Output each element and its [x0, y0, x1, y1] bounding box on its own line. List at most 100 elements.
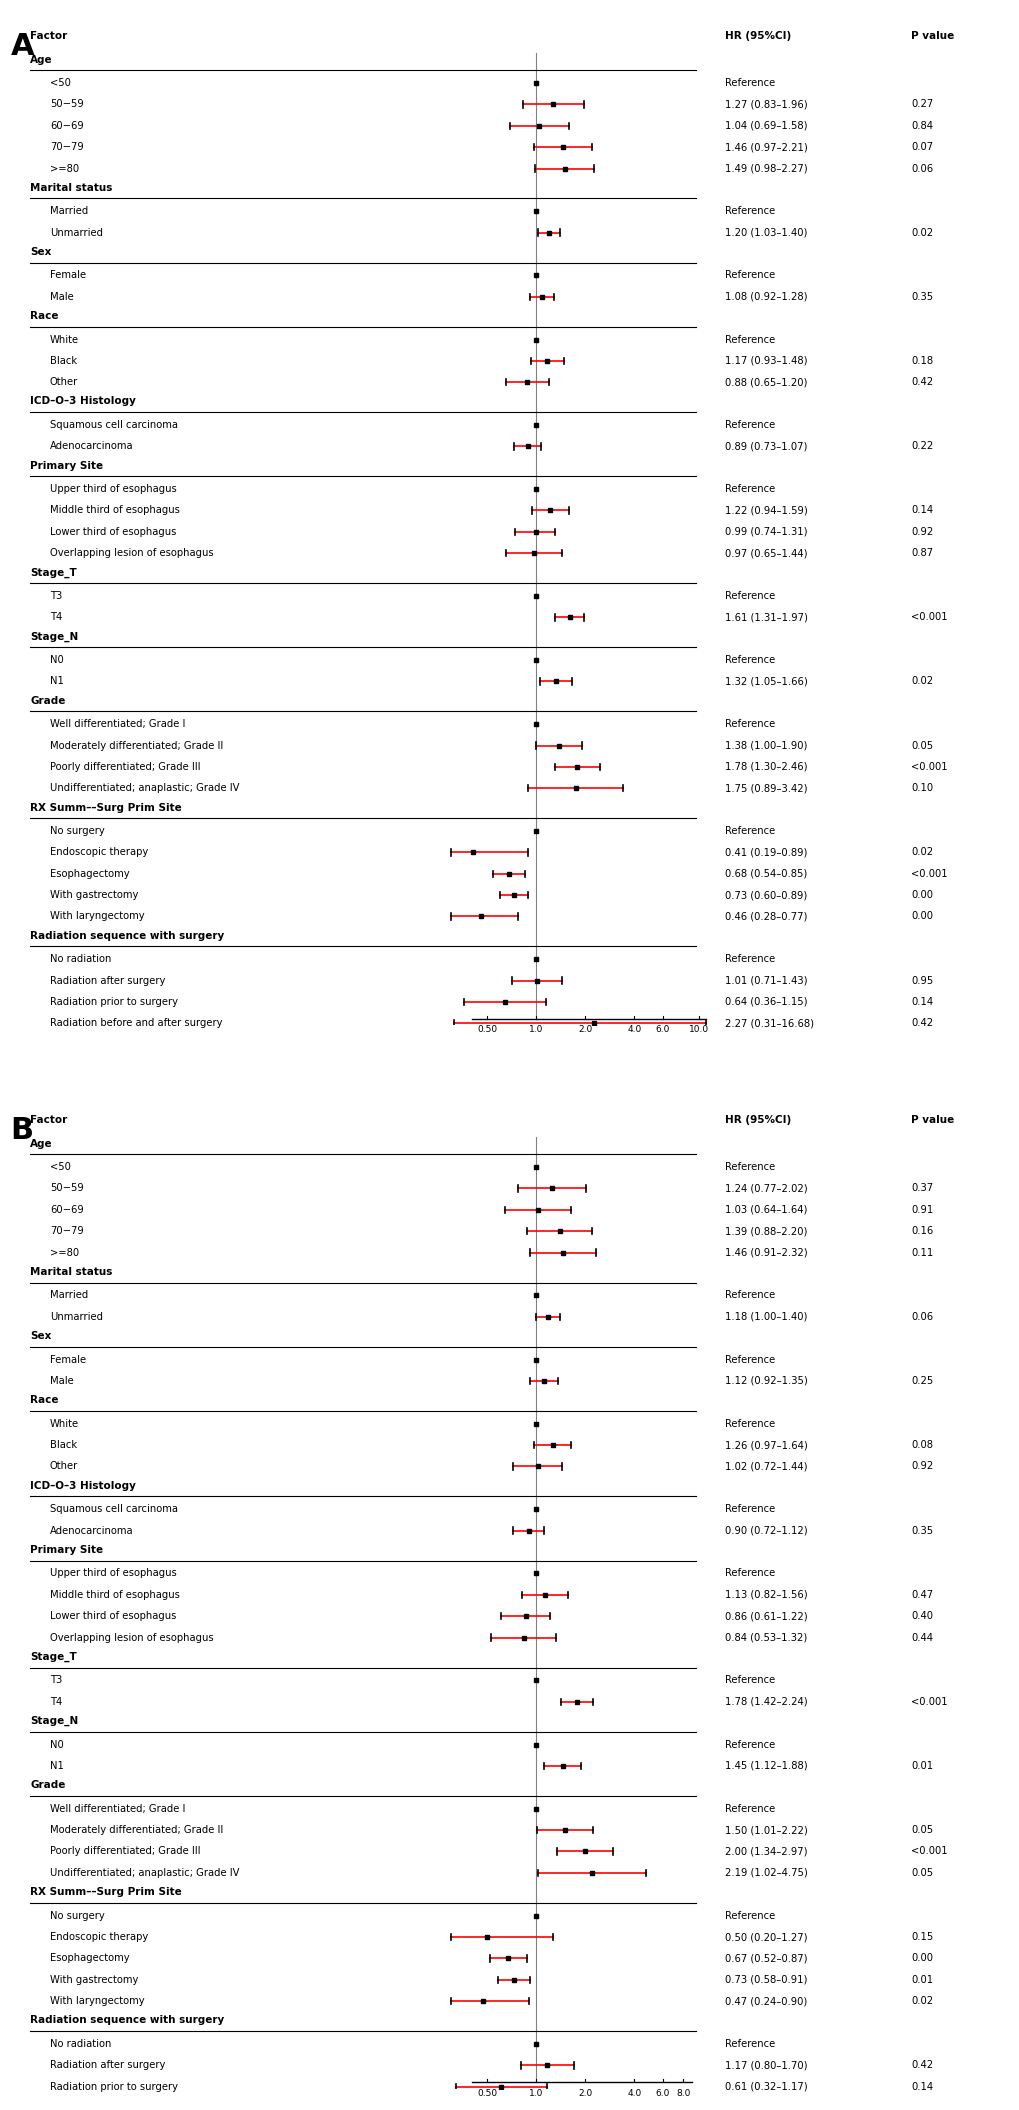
Text: 0.01: 0.01 [911, 1762, 932, 1770]
Text: Factor: Factor [31, 1114, 67, 1125]
Text: RX Summ––Surg Prim Site: RX Summ––Surg Prim Site [31, 802, 181, 812]
Text: P value: P value [911, 32, 954, 40]
Text: Radiation after surgery: Radiation after surgery [50, 2059, 165, 2070]
Text: Endoscopic therapy: Endoscopic therapy [50, 1933, 148, 1941]
Text: 70−79: 70−79 [50, 141, 84, 152]
Text: Middle third of esophagus: Middle third of esophagus [50, 506, 179, 515]
Text: <0.001: <0.001 [911, 1846, 948, 1857]
Text: 1.12 (0.92–1.35): 1.12 (0.92–1.35) [725, 1376, 807, 1386]
Text: 1.20 (1.03–1.40): 1.20 (1.03–1.40) [725, 228, 807, 238]
Text: 1.61 (1.31–1.97): 1.61 (1.31–1.97) [725, 612, 807, 622]
Text: 1.17 (0.80–1.70): 1.17 (0.80–1.70) [725, 2059, 807, 2070]
Text: 0.16: 0.16 [911, 1226, 932, 1236]
Text: 1.46 (0.91–2.32): 1.46 (0.91–2.32) [725, 1247, 807, 1258]
Text: 0.00: 0.00 [911, 1954, 932, 1964]
Text: Black: Black [50, 1441, 76, 1450]
Text: Lower third of esophagus: Lower third of esophagus [50, 528, 176, 536]
Text: 1.0: 1.0 [529, 2089, 543, 2097]
Text: Radiation sequence with surgery: Radiation sequence with surgery [31, 931, 224, 941]
Text: Married: Married [50, 207, 88, 217]
Text: 2.27 (0.31–16.68): 2.27 (0.31–16.68) [725, 1019, 813, 1028]
Text: Age: Age [31, 1139, 53, 1148]
Text: 1.38 (1.00–1.90): 1.38 (1.00–1.90) [725, 741, 807, 751]
Text: 0.61 (0.32–1.17): 0.61 (0.32–1.17) [725, 2083, 807, 2091]
Text: 60−69: 60−69 [50, 1205, 84, 1215]
Text: 0.05: 0.05 [911, 1867, 932, 1878]
Text: >=80: >=80 [50, 1247, 78, 1258]
Text: 0.02: 0.02 [911, 677, 932, 686]
Text: T4: T4 [50, 612, 62, 622]
Text: 1.78 (1.30–2.46): 1.78 (1.30–2.46) [725, 762, 807, 772]
Text: 70−79: 70−79 [50, 1226, 84, 1236]
Text: 0.86 (0.61–1.22): 0.86 (0.61–1.22) [725, 1612, 807, 1620]
Text: HR (95%CI): HR (95%CI) [725, 32, 791, 40]
Text: 0.00: 0.00 [911, 912, 932, 922]
Text: 4.0: 4.0 [627, 1025, 641, 1034]
Text: Unmarried: Unmarried [50, 1312, 103, 1321]
Text: No surgery: No surgery [50, 1912, 104, 1920]
Text: T3: T3 [50, 1675, 62, 1686]
Text: T3: T3 [50, 591, 62, 601]
Text: Adenocarcinoma: Adenocarcinoma [50, 1526, 133, 1536]
Text: No radiation: No radiation [50, 2038, 111, 2049]
Text: White: White [50, 1418, 78, 1428]
Text: Race: Race [31, 1395, 59, 1405]
Text: 1.50 (1.01–2.22): 1.50 (1.01–2.22) [725, 1825, 807, 1836]
Text: 1.17 (0.93–1.48): 1.17 (0.93–1.48) [725, 357, 807, 365]
Text: 1.45 (1.12–1.88): 1.45 (1.12–1.88) [725, 1762, 807, 1770]
Text: N1: N1 [50, 1762, 63, 1770]
Text: 0.06: 0.06 [911, 1312, 932, 1321]
Text: Age: Age [31, 55, 53, 65]
Text: Sex: Sex [31, 1331, 52, 1342]
Text: 0.27: 0.27 [911, 99, 932, 110]
Text: 2.0: 2.0 [578, 1025, 592, 1034]
Text: Upper third of esophagus: Upper third of esophagus [50, 483, 176, 494]
Text: Reference: Reference [725, 78, 774, 89]
Text: 0.14: 0.14 [911, 998, 932, 1006]
Text: 0.02: 0.02 [911, 848, 932, 857]
Text: 1.02 (0.72–1.44): 1.02 (0.72–1.44) [725, 1462, 807, 1471]
Text: Reference: Reference [725, 591, 774, 601]
Text: 0.73 (0.58–0.91): 0.73 (0.58–0.91) [725, 1975, 807, 1986]
Text: 0.10: 0.10 [911, 783, 932, 793]
Text: Upper third of esophagus: Upper third of esophagus [50, 1568, 176, 1578]
Text: 0.91: 0.91 [911, 1205, 932, 1215]
Text: Endoscopic therapy: Endoscopic therapy [50, 848, 148, 857]
Text: Moderately differentiated; Grade II: Moderately differentiated; Grade II [50, 741, 223, 751]
Text: 0.42: 0.42 [911, 378, 932, 388]
Text: Unmarried: Unmarried [50, 228, 103, 238]
Text: 0.22: 0.22 [911, 441, 932, 452]
Text: P value: P value [911, 1114, 954, 1125]
Text: 1.04 (0.69–1.58): 1.04 (0.69–1.58) [725, 120, 807, 131]
Text: 0.44: 0.44 [911, 1633, 932, 1642]
Text: Stage_N: Stage_N [31, 1715, 78, 1726]
Text: 1.01 (0.71–1.43): 1.01 (0.71–1.43) [725, 975, 807, 985]
Text: B: B [10, 1116, 34, 1146]
Text: 0.25: 0.25 [911, 1376, 932, 1386]
Text: 1.08 (0.92–1.28): 1.08 (0.92–1.28) [725, 291, 807, 302]
Text: Reference: Reference [725, 1568, 774, 1578]
Text: 0.37: 0.37 [911, 1184, 932, 1194]
Text: 1.22 (0.94–1.59): 1.22 (0.94–1.59) [725, 506, 807, 515]
Text: Well differentiated; Grade I: Well differentiated; Grade I [50, 720, 185, 730]
Text: ICD–O–3 Histology: ICD–O–3 Histology [31, 397, 136, 407]
Text: Reference: Reference [725, 1804, 774, 1815]
Text: 0.35: 0.35 [911, 291, 932, 302]
Text: N0: N0 [50, 654, 63, 665]
Text: Radiation sequence with surgery: Radiation sequence with surgery [31, 2015, 224, 2026]
Text: Marital status: Marital status [31, 184, 112, 192]
Text: N0: N0 [50, 1739, 63, 1749]
Text: 1.26 (0.97–1.64): 1.26 (0.97–1.64) [725, 1441, 807, 1450]
Text: T4: T4 [50, 1696, 62, 1707]
Text: Primary Site: Primary Site [31, 460, 103, 471]
Text: 0.40: 0.40 [911, 1612, 932, 1620]
Text: 8.0: 8.0 [676, 2089, 690, 2097]
Text: 0.18: 0.18 [911, 357, 932, 365]
Text: 0.92: 0.92 [911, 1462, 932, 1471]
Text: Reference: Reference [725, 1504, 774, 1515]
Text: 0.42: 0.42 [911, 2059, 932, 2070]
Text: Undifferentiated; anaplastic; Grade IV: Undifferentiated; anaplastic; Grade IV [50, 783, 239, 793]
Text: 6.0: 6.0 [655, 1025, 669, 1034]
Text: 0.07: 0.07 [911, 141, 932, 152]
Text: 1.0: 1.0 [529, 1025, 543, 1034]
